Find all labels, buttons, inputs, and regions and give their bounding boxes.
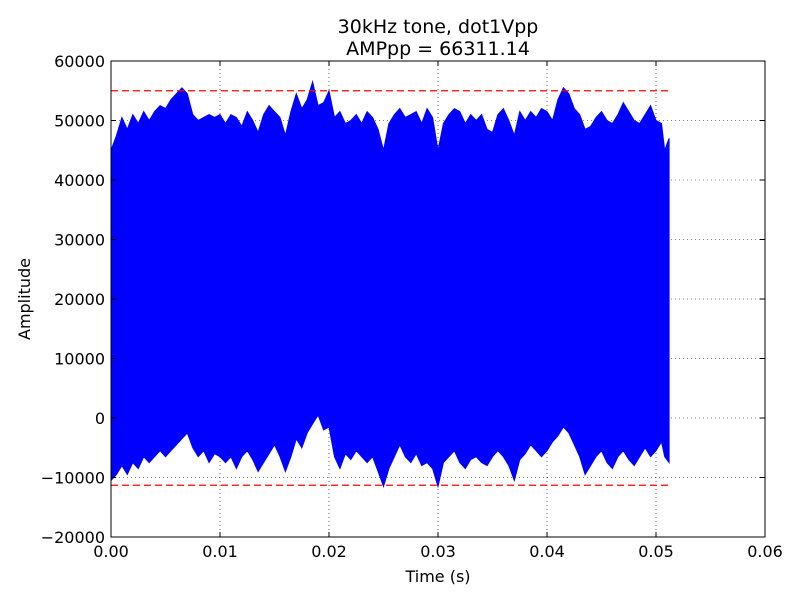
chart-subtitle: AMPpp = 66311.14 bbox=[346, 38, 530, 60]
x-tick-label: 0.03 bbox=[420, 542, 456, 561]
y-tick-label: 50000 bbox=[54, 112, 105, 131]
x-tick-label: 0.01 bbox=[202, 542, 238, 561]
chart-title: 30kHz tone, dot1Vpp bbox=[338, 16, 539, 38]
y-tick-label: 60000 bbox=[54, 52, 105, 71]
x-tick-label: 0.05 bbox=[638, 542, 674, 561]
y-tick-labels: −20000 −10000 0 10000 20000 30000 40000 50000 60… bbox=[41, 52, 105, 547]
x-tick-label: 0.04 bbox=[529, 542, 565, 561]
signal-layer bbox=[110, 79, 670, 489]
x-axis-title: Time (s) bbox=[404, 567, 470, 586]
y-axis-title: Amplitude bbox=[15, 258, 34, 340]
reference-lines bbox=[111, 90, 670, 486]
x-tick-label: 0.00 bbox=[93, 542, 129, 561]
tick-marks bbox=[110, 60, 766, 538]
x-tick-label: 0.06 bbox=[747, 542, 783, 561]
y-tick-label: −10000 bbox=[41, 469, 105, 488]
y-tick-label: −20000 bbox=[41, 528, 105, 547]
signal-envelope bbox=[110, 79, 670, 489]
y-tick-label: 30000 bbox=[54, 231, 105, 250]
y-tick-label: 0 bbox=[95, 409, 105, 428]
y-tick-label: 20000 bbox=[54, 290, 105, 309]
x-tick-labels: 0.00 0.01 0.02 0.03 0.04 0.05 0.06 bbox=[93, 542, 783, 561]
y-tick-label: 10000 bbox=[54, 350, 105, 369]
x-tick-label: 0.02 bbox=[311, 542, 347, 561]
y-tick-label: 40000 bbox=[54, 171, 105, 190]
